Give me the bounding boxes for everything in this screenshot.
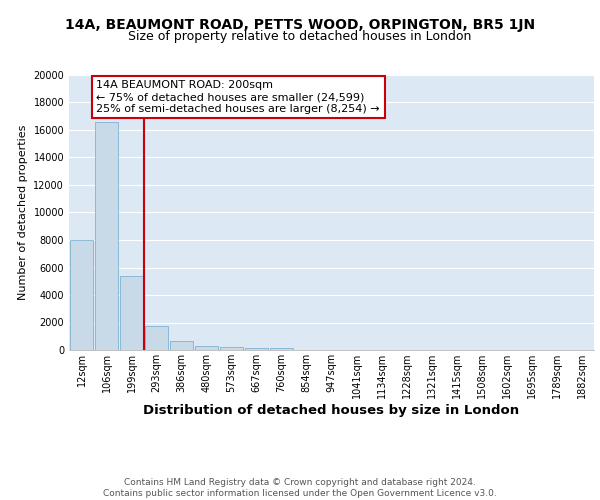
Bar: [195, 346, 218, 350]
Bar: [145, 326, 168, 350]
Text: Contains HM Land Registry data © Crown copyright and database right 2024.
Contai: Contains HM Land Registry data © Crown c…: [103, 478, 497, 498]
Bar: [120, 276, 143, 350]
Y-axis label: Number of detached properties: Number of detached properties: [18, 125, 28, 300]
Text: 14A, BEAUMONT ROAD, PETTS WOOD, ORPINGTON, BR5 1JN: 14A, BEAUMONT ROAD, PETTS WOOD, ORPINGTO…: [65, 18, 535, 32]
X-axis label: Distribution of detached houses by size in London: Distribution of detached houses by size …: [143, 404, 520, 417]
Text: 14A BEAUMONT ROAD: 200sqm
← 75% of detached houses are smaller (24,599)
25% of s: 14A BEAUMONT ROAD: 200sqm ← 75% of detac…: [97, 80, 380, 114]
Bar: [270, 348, 293, 350]
Text: Size of property relative to detached houses in London: Size of property relative to detached ho…: [128, 30, 472, 43]
Bar: [95, 122, 118, 350]
Bar: [245, 348, 268, 350]
Bar: [220, 348, 243, 350]
Bar: [70, 240, 93, 350]
Bar: [170, 340, 193, 350]
